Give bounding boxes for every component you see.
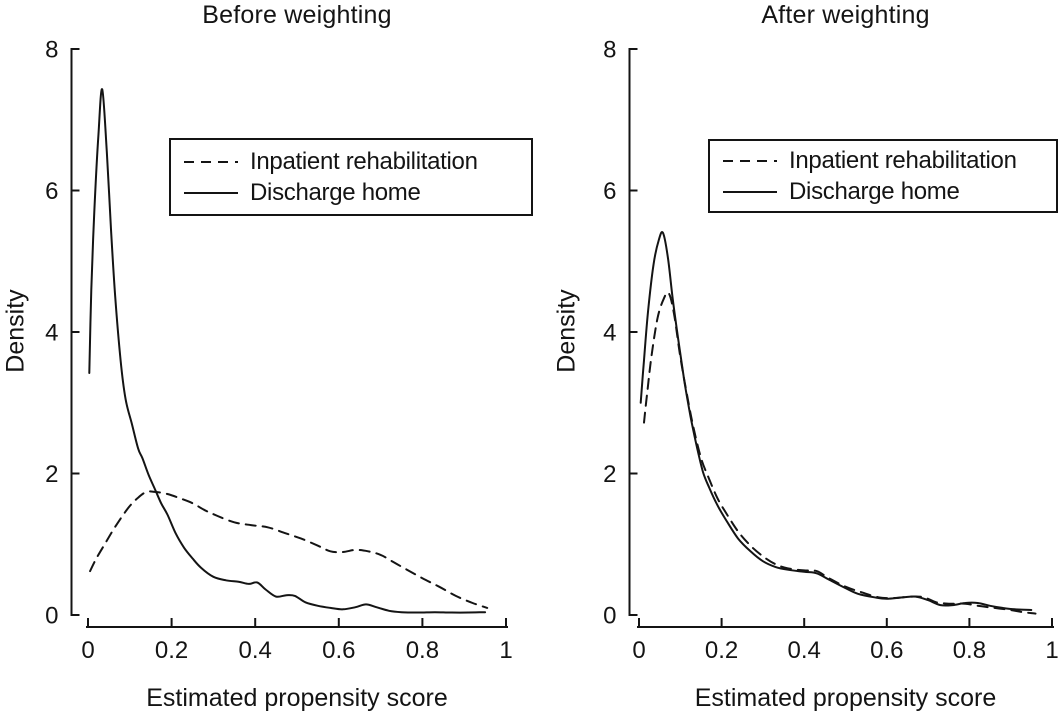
x-tick-label: 0 xyxy=(81,637,94,664)
x-tick-label: 0.6 xyxy=(322,637,355,664)
x-tick-label: 1 xyxy=(1045,637,1058,664)
legend-box-right: Inpatient rehabilitation Discharge home xyxy=(708,139,1058,213)
y-tick-label: 2 xyxy=(603,461,616,488)
legend-entry-inpatient-rehabilitation: Inpatient rehabilitation xyxy=(184,147,523,175)
y-axis-label-density-left: Density xyxy=(1,289,30,373)
curve-inpatient-rehabilitation xyxy=(89,490,489,609)
curve-discharge-home xyxy=(639,231,1033,611)
y-tick-label: 4 xyxy=(603,320,616,347)
y-tick-label: 6 xyxy=(45,178,58,205)
legend-label: Discharge home xyxy=(789,177,960,205)
y-tick-label: 4 xyxy=(45,320,58,347)
curve-discharge-home xyxy=(88,88,487,614)
x-tick-label: 0 xyxy=(632,637,645,664)
panel-title-before-weighting: Before weighting xyxy=(202,1,392,29)
y-tick-label: 2 xyxy=(45,461,58,488)
y-axis-label-density-right: Density xyxy=(552,289,581,373)
legend-box-left: Inpatient rehabilitation Discharge home xyxy=(169,138,533,216)
x-axis-label-right: Estimated propensity score xyxy=(694,684,997,712)
legend-label: Inpatient rehabilitation xyxy=(789,146,1017,174)
x-tick-label: 0.8 xyxy=(953,637,986,664)
x-tick-label: 0.2 xyxy=(155,637,188,664)
x-tick-label: 0.2 xyxy=(705,637,738,664)
x-axis-label-left: Estimated propensity score xyxy=(146,684,448,712)
y-tick-label: 0 xyxy=(45,603,58,630)
solid-line-key-icon xyxy=(184,191,238,194)
legend-label: Inpatient rehabilitation xyxy=(250,147,478,175)
y-tick-label: 6 xyxy=(603,178,616,205)
curve-inpatient-rehabilitation xyxy=(643,291,1037,615)
legend-entry-discharge-home: Discharge home xyxy=(184,178,523,206)
x-tick-label: 0.4 xyxy=(788,637,821,664)
solid-line-key-icon xyxy=(723,190,777,193)
x-tick-label: 0.6 xyxy=(870,637,903,664)
legend-label: Discharge home xyxy=(250,178,421,206)
y-tick-label: 0 xyxy=(603,603,616,630)
dashed-line-key-icon xyxy=(723,159,777,162)
panel-title-after-weighting: After weighting xyxy=(761,1,930,29)
legend-entry-inpatient-rehabilitation: Inpatient rehabilitation xyxy=(723,146,1048,174)
y-tick-label: 8 xyxy=(45,37,58,64)
x-tick-label: 0.8 xyxy=(406,637,439,664)
dashed-line-key-icon xyxy=(184,160,238,163)
x-tick-label: 1 xyxy=(499,637,512,664)
y-tick-label: 8 xyxy=(603,37,616,64)
legend-entry-discharge-home: Discharge home xyxy=(723,177,1048,205)
x-tick-label: 0.4 xyxy=(239,637,272,664)
